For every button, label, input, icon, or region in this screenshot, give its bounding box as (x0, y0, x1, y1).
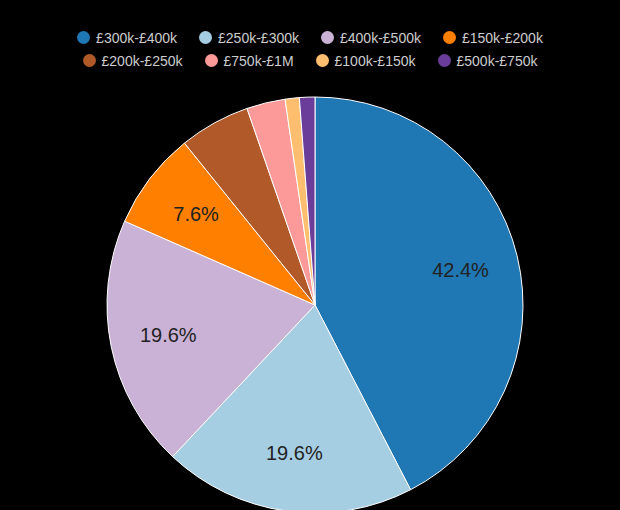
html-text:£500k-£750k: £500k-£750k (456, 52, 538, 69)
html-text:£250k-£300k: £250k-£300k (218, 29, 299, 46)
html-text:£300k-£400k: £300k-£400k (96, 29, 177, 46)
html-text:£750k-£1M: £750k-£1M (223, 52, 294, 69)
svg-text:19.6%: 19.6% (140, 324, 197, 346)
html-text:£400k-£500k: £400k-£500k (340, 29, 421, 46)
html-text:£200k-£250k: £200k-£250k (101, 52, 183, 69)
svg-text:19.6%: 19.6% (266, 442, 323, 464)
html-text:£150k-£200k: £150k-£200k (462, 29, 543, 46)
html-text:£100k-£150k: £100k-£150k (334, 52, 416, 69)
svg-text:42.4%: 42.4% (432, 259, 489, 281)
svg-text:7.6%: 7.6% (173, 203, 219, 225)
